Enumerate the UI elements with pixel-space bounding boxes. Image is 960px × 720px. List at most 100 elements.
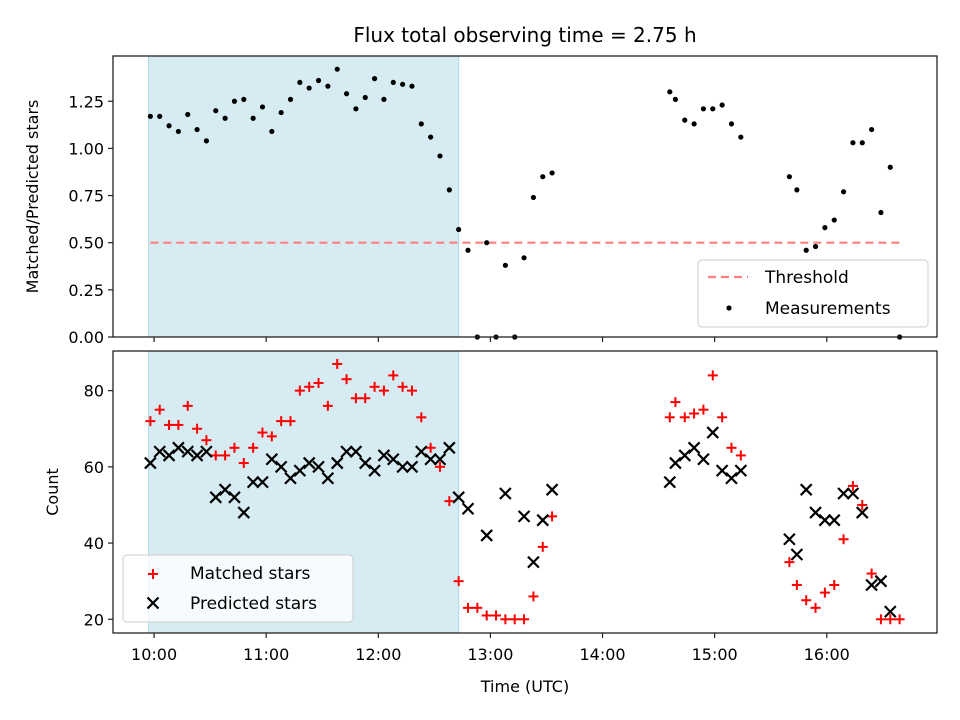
measurement-point xyxy=(157,113,163,119)
predicted-star-point xyxy=(265,452,279,466)
measurement-point xyxy=(794,187,800,193)
predicted-star-point xyxy=(172,441,185,455)
predicted-star-point xyxy=(293,464,307,477)
measurement-point xyxy=(887,164,893,170)
x-tick-label: 15:00 xyxy=(692,645,738,664)
count-legend: Matched stars Predicted stars xyxy=(122,554,354,623)
measurement-point xyxy=(418,121,424,127)
measurement-point xyxy=(530,194,537,201)
y-tick-label: 1.25 xyxy=(68,92,104,111)
matched-star-point xyxy=(360,393,371,404)
matched-star-point xyxy=(220,450,231,461)
matched-star-point xyxy=(322,400,333,411)
matched-star-point xyxy=(192,423,203,434)
matched-star-point xyxy=(481,610,492,621)
count-y-axis-label: Count xyxy=(43,468,62,516)
matched-star-point xyxy=(784,557,795,568)
y-tick-label: 1.00 xyxy=(68,139,104,158)
x-tick-label: 11:00 xyxy=(243,645,289,664)
predicted-star-point xyxy=(190,449,204,462)
measurement-point xyxy=(446,187,452,193)
y-tick-label: 0.25 xyxy=(68,281,104,300)
predicted-star-point xyxy=(153,445,166,458)
predicted-star-point xyxy=(321,472,335,485)
legend-threshold-label: Threshold xyxy=(764,268,849,288)
matched-star-point xyxy=(857,499,868,510)
matched-star-point xyxy=(717,412,728,423)
predicted-star-point xyxy=(884,605,897,618)
measurement-point xyxy=(194,126,200,133)
measurement-point xyxy=(786,174,792,180)
predicted-star-point xyxy=(443,441,456,455)
matched-star-point xyxy=(689,408,700,419)
matched-star-point xyxy=(453,576,464,587)
measurement-point xyxy=(738,134,744,140)
measurement-point xyxy=(672,96,679,102)
matched-star-point xyxy=(472,602,483,613)
measurement-point xyxy=(343,91,350,97)
predicted-star-point xyxy=(218,483,232,496)
measurement-point xyxy=(456,226,462,233)
measurement-point xyxy=(719,102,725,108)
predicted-star-point xyxy=(545,483,559,496)
matched-star-point xyxy=(670,397,681,408)
predicted-star-point xyxy=(527,555,540,569)
measurement-point xyxy=(803,247,809,253)
matched-star-point xyxy=(173,419,184,430)
predicted-star-point xyxy=(237,506,251,519)
predicted-star-point xyxy=(790,548,804,561)
measurement-point xyxy=(278,109,284,116)
measurement-point xyxy=(315,77,322,84)
measurement-point xyxy=(710,106,716,112)
measurement-point xyxy=(682,117,688,123)
measurement-point xyxy=(409,83,415,89)
measurement-point xyxy=(325,83,331,89)
measurement-point xyxy=(850,140,856,146)
matched-star-point xyxy=(726,442,737,453)
predicted-star-point xyxy=(687,441,701,455)
count-y-ticks: 20 40 60 80 xyxy=(84,382,113,629)
matched-star-point xyxy=(707,370,718,381)
ratio-panel: 0.00 0.25 0.50 0.75 1.00 1.25 Matched/Predict… xyxy=(23,55,938,347)
matched-star-point xyxy=(388,370,399,381)
predicted-star-point xyxy=(706,426,720,439)
predicted-star-point xyxy=(162,449,176,462)
matched-star-point xyxy=(276,416,287,427)
predicted-star-point xyxy=(715,464,729,477)
matched-star-point xyxy=(332,358,343,369)
predicted-star-point xyxy=(405,460,419,474)
measurement-point xyxy=(700,106,707,112)
predicted-star-point xyxy=(368,464,381,477)
predicted-star-point xyxy=(209,491,223,504)
measurement-point xyxy=(465,247,471,253)
predicted-star-point xyxy=(424,452,437,466)
matched-star-point xyxy=(266,431,277,442)
predicted-star-point xyxy=(358,456,372,470)
legend-predicted-label: Predicted stars xyxy=(190,594,317,614)
predicted-star-point xyxy=(377,449,391,462)
predicted-star-point xyxy=(725,472,738,485)
measurement-point xyxy=(521,255,527,261)
matched-star-point xyxy=(210,450,221,461)
predicted-star-point xyxy=(734,464,748,477)
predicted-star-point xyxy=(228,491,241,504)
observing-window-shade xyxy=(148,55,460,338)
predicted-star-point xyxy=(837,487,850,500)
x-tick-label: 13:00 xyxy=(467,645,513,664)
matched-star-point xyxy=(885,614,896,625)
matched-star-point xyxy=(829,579,840,590)
predicted-star-point xyxy=(200,445,213,458)
measurement-point xyxy=(484,240,490,246)
measurement-point xyxy=(306,85,312,91)
ratio-x-ticks xyxy=(153,337,828,342)
y-tick-label: 0.50 xyxy=(68,234,104,253)
measurement-point xyxy=(269,128,275,135)
matched-star-point xyxy=(664,412,675,423)
count-points xyxy=(144,358,905,625)
predicted-star-point xyxy=(452,491,465,504)
predicted-star-point xyxy=(396,460,409,474)
predicted-star-point xyxy=(818,513,832,527)
predicted-star-point xyxy=(783,532,796,546)
chart-title: Flux total observing time = 2.75 h xyxy=(353,23,696,47)
